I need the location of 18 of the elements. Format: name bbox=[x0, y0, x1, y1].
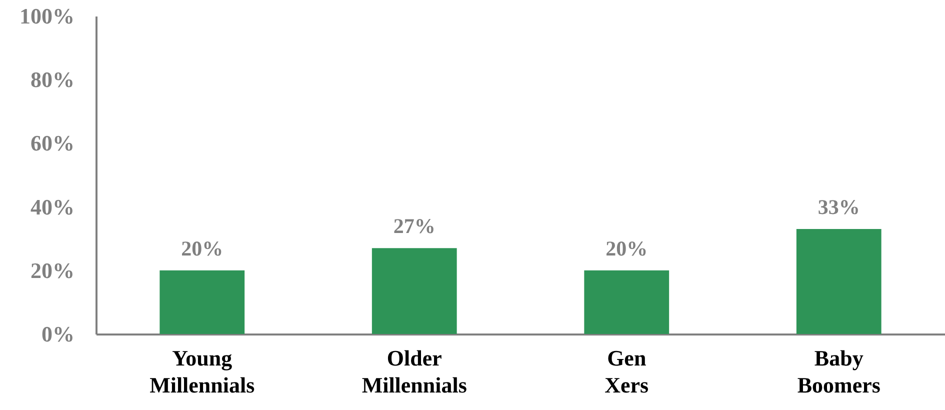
x-tick-label: Gen Xers bbox=[604, 346, 650, 398]
data-label: 33% bbox=[818, 195, 860, 220]
data-label: 20% bbox=[181, 236, 224, 260]
bar bbox=[160, 270, 245, 334]
y-tick-label: 80% bbox=[30, 67, 74, 92]
y-tick-label: 0% bbox=[42, 322, 74, 346]
x-tick-label: Baby Boomers bbox=[797, 346, 881, 398]
bar bbox=[584, 270, 670, 334]
x-tick-label: Older Millennials bbox=[362, 346, 468, 398]
bar bbox=[796, 229, 882, 334]
data-label: 27% bbox=[393, 214, 436, 238]
bar bbox=[372, 248, 457, 334]
y-tick-label: 60% bbox=[30, 130, 74, 156]
y-tick-label: 40% bbox=[30, 194, 74, 220]
y-tick-label: 100% bbox=[20, 4, 74, 28]
x-tick-label: Young Millennials bbox=[150, 346, 256, 398]
y-tick-label: 20% bbox=[30, 258, 74, 283]
data-label: 20% bbox=[606, 236, 648, 260]
